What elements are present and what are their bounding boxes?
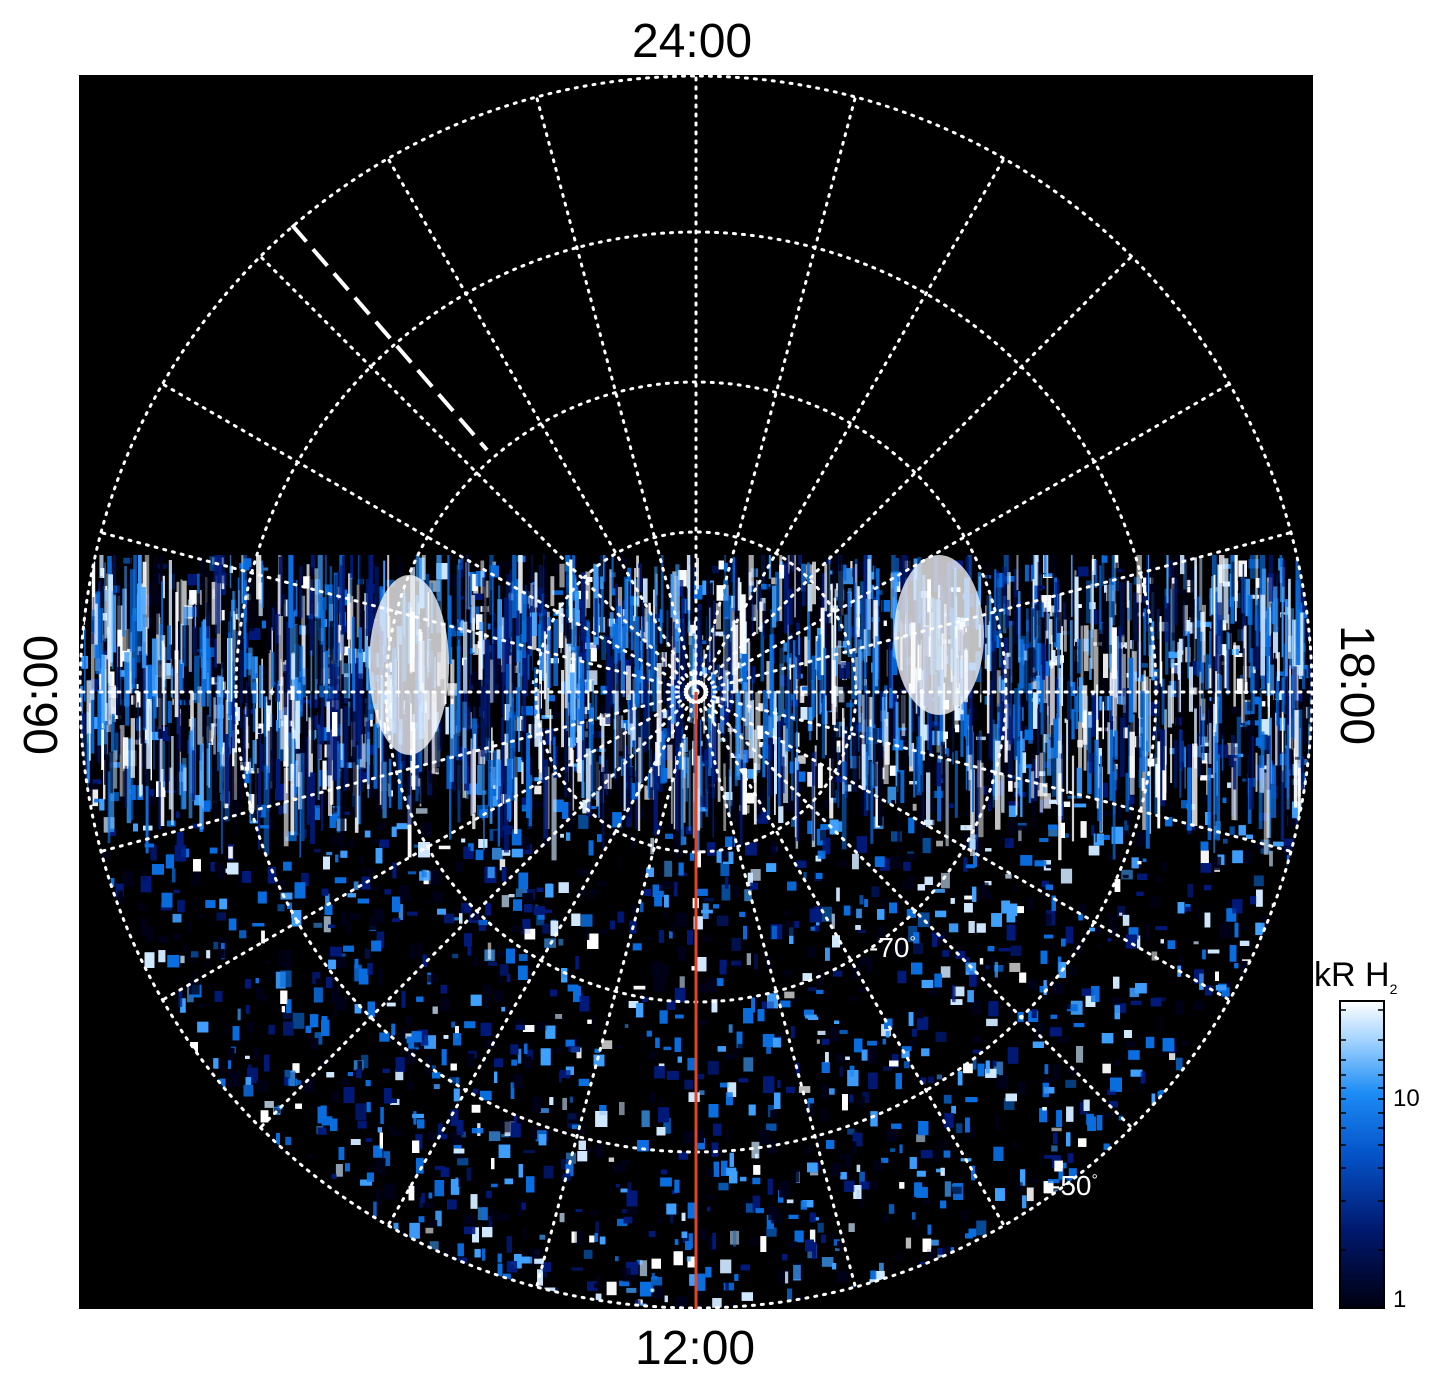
colorbar-tick-10: 10 <box>1393 1085 1420 1112</box>
latitude-label-50: -50° <box>1051 1170 1098 1201</box>
local-time-12-label: 12:00 <box>635 1322 756 1375</box>
pole-marker <box>684 680 708 704</box>
colorbar-tick-1: 1 <box>1393 1286 1407 1313</box>
lat-lon-grid <box>79 75 1313 1309</box>
local-time-06-label: 06:00 <box>15 634 68 755</box>
colorbar-tick-marks <box>1340 1009 1384 1251</box>
colorbar-title: kR H2 <box>1314 956 1398 997</box>
latitude-label-70: -70° <box>869 932 916 963</box>
colorbar-gradient <box>1339 1000 1385 1309</box>
local-time-24-label: 24:00 <box>632 15 753 68</box>
polar-auroral-map: -70° -50° <box>79 75 1313 1309</box>
local-time-18-label: 18:00 <box>1330 625 1383 746</box>
colorbar <box>1339 1000 1385 1309</box>
dashed-reference-line <box>290 223 489 452</box>
